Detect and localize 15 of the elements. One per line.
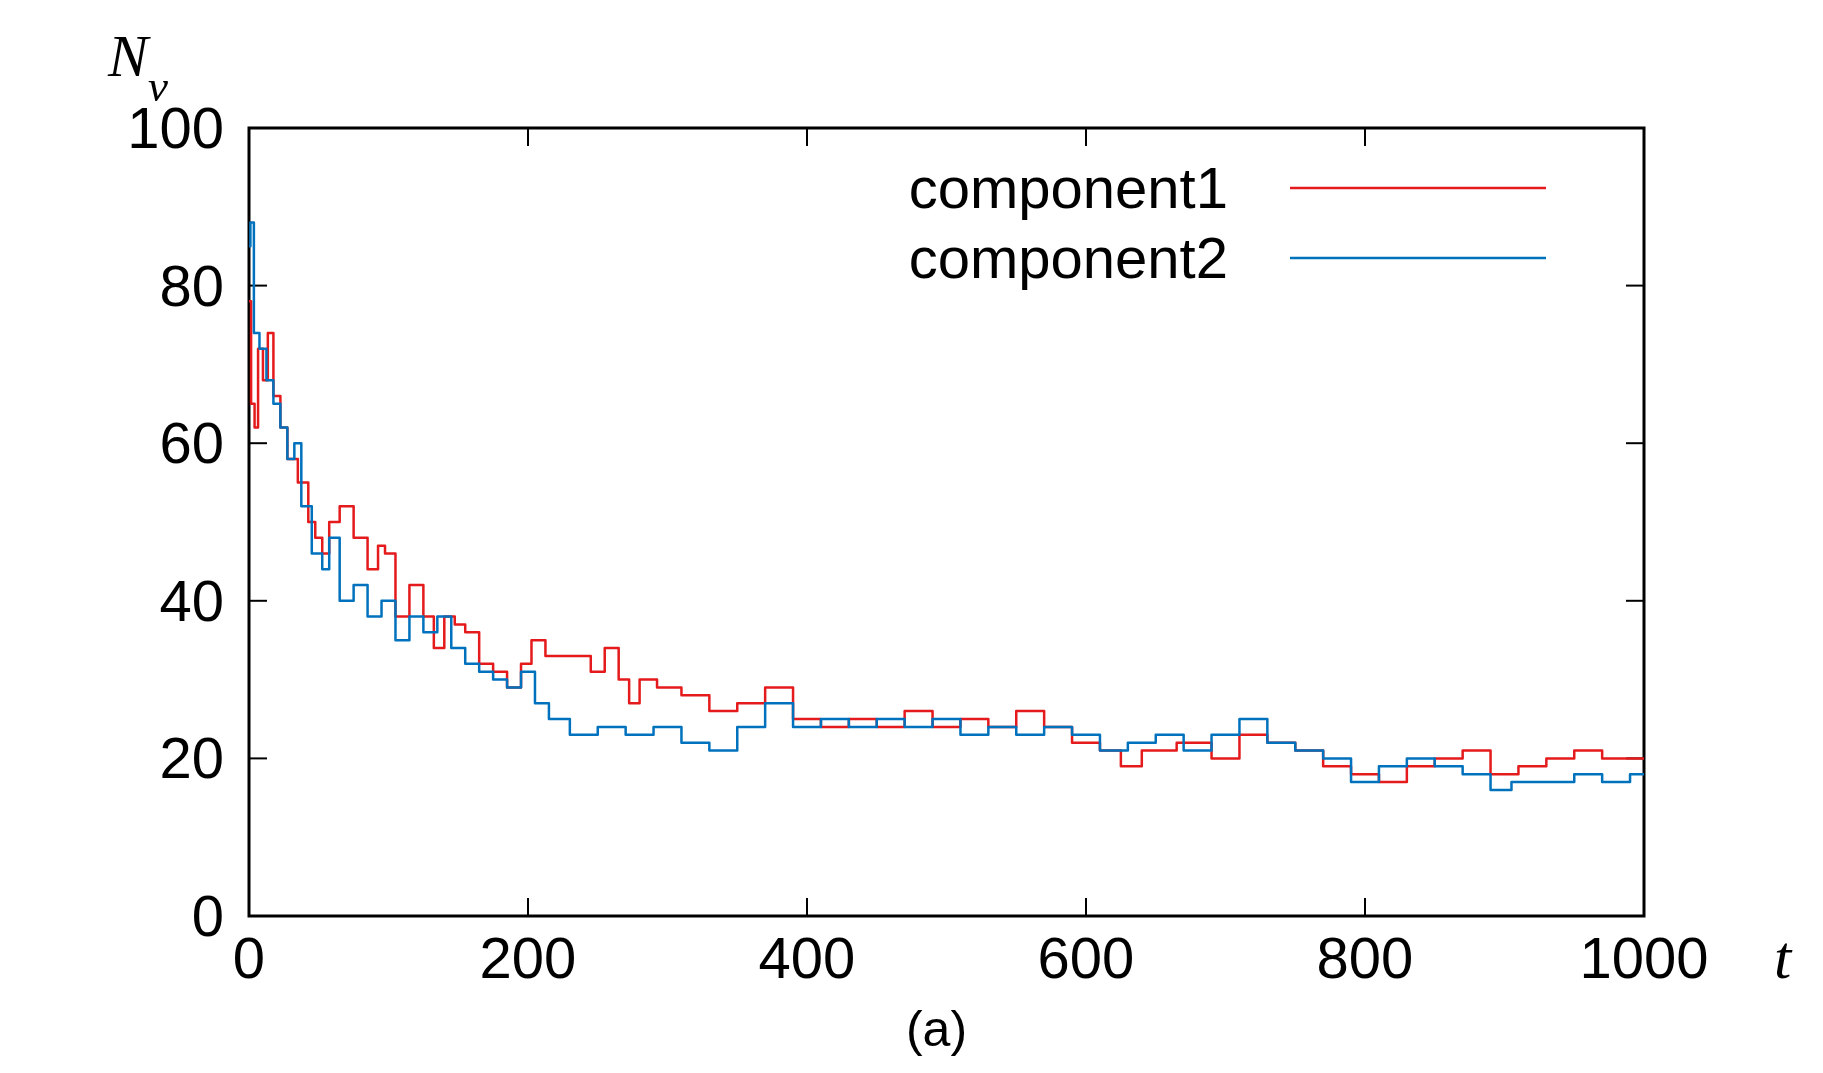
x-tick-label: 600 [1037,925,1135,990]
y-tick-label: 0 [191,883,224,948]
x-tick-label: 400 [758,925,856,990]
y-tick-label: 80 [159,252,224,318]
y-tick-label: 60 [159,410,224,476]
x-tick-label: 1000 [1579,925,1709,990]
y-tick-label: 40 [159,567,224,633]
text: (a) [905,1001,968,1057]
legend-label: component1 [908,155,1228,220]
legend-label: component2 [908,225,1228,290]
y-tick-label: 20 [159,725,224,791]
x-tick-label: 800 [1316,925,1414,990]
x-tick-label: 0 [232,925,266,990]
x-axis-title: t [1774,923,1793,991]
x-tick-label: 200 [479,925,577,990]
